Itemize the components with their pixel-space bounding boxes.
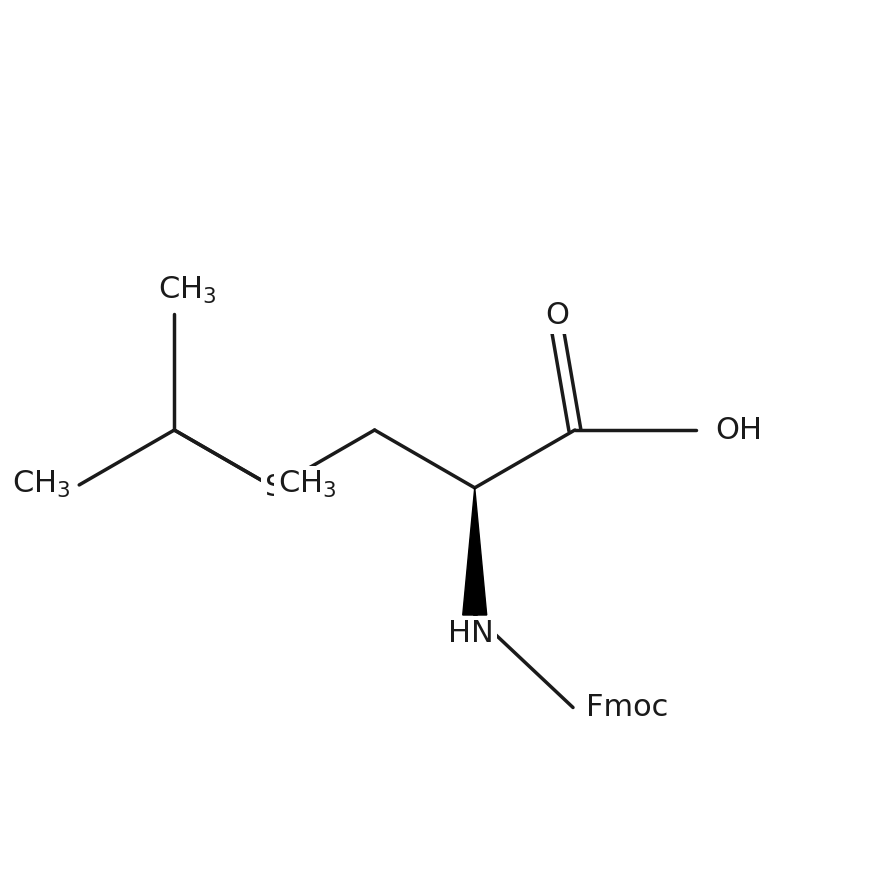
Text: CH$_3$: CH$_3$ (12, 469, 70, 500)
Text: Fmoc: Fmoc (586, 693, 668, 722)
Polygon shape (463, 488, 487, 615)
Text: S: S (264, 473, 284, 502)
Text: HN: HN (448, 619, 493, 648)
Text: CH$_3$: CH$_3$ (158, 275, 216, 306)
Text: OH: OH (715, 416, 762, 444)
Text: O: O (546, 301, 570, 330)
Text: CH$_3$: CH$_3$ (278, 469, 336, 500)
